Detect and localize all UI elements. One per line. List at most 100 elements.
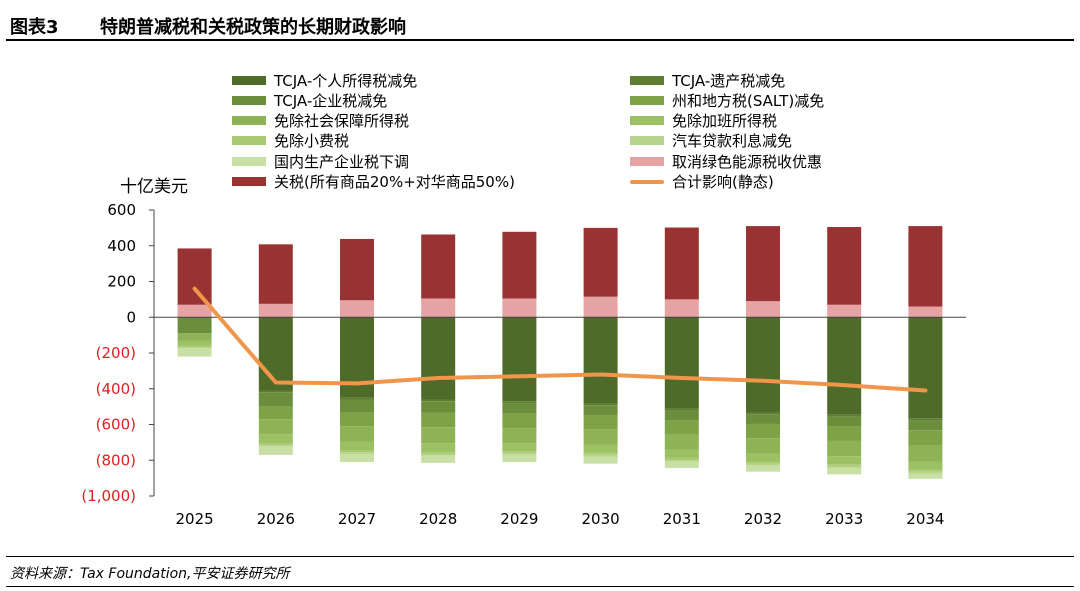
y-tick-label: 200 xyxy=(107,273,136,291)
bar-segment-2028-series-2 xyxy=(421,401,456,413)
bar-segment-2026-series-4 xyxy=(258,419,293,435)
bar-segment-2030-series-10 xyxy=(583,227,618,297)
bar-segment-2032-series-5 xyxy=(746,453,780,462)
bar-segment-2034-series-8 xyxy=(908,473,943,479)
bar-segment-2031-series-5 xyxy=(664,449,699,458)
bar-segment-2028-series-0 xyxy=(421,317,456,400)
legend-label: 国内生产企业税下调 xyxy=(274,152,410,171)
bar-segment-2033-series-8 xyxy=(827,468,862,475)
figure-number: 图表3 xyxy=(10,17,59,38)
legend-item: 州和地方税(SALT)减免 xyxy=(630,90,824,110)
figure-title: 特朗普减税和关税政策的长期财政影响 xyxy=(100,17,406,38)
x-tick-label-2031: 2031 xyxy=(663,510,701,528)
legend-item: TCJA-企业税减免 xyxy=(232,90,387,110)
legend-color-swatch xyxy=(232,156,266,166)
bar-segment-2033-series-2 xyxy=(827,416,862,427)
legend-color-swatch xyxy=(630,116,664,126)
legend-item: 免除社会保障所得税 xyxy=(232,111,409,131)
bar-segment-2034-series-2 xyxy=(908,420,943,431)
bar-segment-2031-series-3 xyxy=(664,420,699,435)
bar-segment-2032-series-8 xyxy=(746,465,780,472)
bar-segment-2027-series-5 xyxy=(340,441,374,451)
legend-label: 免除加班所得税 xyxy=(672,112,778,131)
bar-segment-2033-series-4 xyxy=(827,440,862,457)
bar-segment-2025-series-10 xyxy=(177,248,212,305)
bar-segment-2029-series-2 xyxy=(502,403,537,414)
bar-segment-2034-series-1 xyxy=(908,418,943,421)
bar-segment-2029-series-8 xyxy=(502,454,537,463)
legend-item: 免除小费税 xyxy=(232,131,349,151)
bar-segment-2032-series-1 xyxy=(746,411,780,415)
legend-item: TCJA-遗产税减免 xyxy=(630,70,785,90)
bar-segment-2028-series-7 xyxy=(421,453,456,456)
total-impact-line xyxy=(192,286,928,393)
bar-segment-2031-series-6 xyxy=(664,457,699,461)
bar-segment-2025-series-2 xyxy=(177,317,212,334)
footer-rule-top xyxy=(6,556,1074,557)
legend-label: TCJA-企业税减免 xyxy=(274,91,388,110)
legend-line-swatch xyxy=(630,179,664,184)
bar-segment-2030-series-5 xyxy=(583,444,618,453)
x-tick-label-2030: 2030 xyxy=(582,510,620,528)
legend-label: 合计影响(静态) xyxy=(672,173,774,191)
bar-segment-2033-series-3 xyxy=(827,426,862,441)
bar-segment-2032-series-3 xyxy=(746,423,780,439)
bar-segment-2029-series-10 xyxy=(502,231,537,299)
bar-segment-2034-series-6 xyxy=(908,469,943,472)
source-note: 资料来源：Tax Foundation,平安证券研究所 xyxy=(10,566,290,582)
bar-segment-2026-series-5 xyxy=(258,434,293,444)
bar-segment-2031-series-10 xyxy=(664,227,699,300)
bar-segment-2025-series-6 xyxy=(177,345,212,348)
bar-segment-2029-series-0 xyxy=(502,317,537,402)
bar-segment-2025-series-8 xyxy=(177,347,212,357)
bar-segment-2034-series-0 xyxy=(908,317,943,419)
bar-segment-2033-series-0 xyxy=(827,317,862,415)
bar-segment-2031-series-9 xyxy=(664,299,699,318)
bar-segment-2026-series-1 xyxy=(258,390,293,393)
legend-item: 取消绿色能源税收优惠 xyxy=(630,151,822,171)
bar-segment-2031-series-1 xyxy=(664,408,699,411)
bar-segment-2028-series-8 xyxy=(421,455,456,463)
bar-segment-2028-series-5 xyxy=(421,443,456,453)
y-tick-label: 400 xyxy=(107,237,136,255)
y-tick-label: (800) xyxy=(96,451,136,469)
figure-footer: 资料来源：Tax Foundation,平安证券研究所 xyxy=(0,553,1080,591)
y-axis-unit-label: 十亿美元 xyxy=(120,177,188,197)
bar-segment-2029-series-6 xyxy=(502,451,537,454)
bar-segment-2027-series-3 xyxy=(340,411,374,427)
legend-color-swatch xyxy=(232,75,266,85)
bar-segment-2034-series-10 xyxy=(908,226,943,307)
legend-item: 关税(所有商品20%+对华商品50%) xyxy=(232,172,515,192)
bar-segment-2032-series-2 xyxy=(746,414,780,424)
bar-segment-2026-series-8 xyxy=(258,446,293,455)
bar-segment-2033-series-5 xyxy=(827,456,862,465)
bar-segment-2026-series-10 xyxy=(258,244,293,304)
bar-segment-2031-series-0 xyxy=(664,317,699,409)
legend-item: 国内生产企业税下调 xyxy=(232,151,409,171)
bar-segment-2034-series-7 xyxy=(908,471,943,474)
bar-segment-2030-series-8 xyxy=(583,456,618,464)
footer-rule-bottom xyxy=(6,586,1074,587)
bar-segment-2034-series-3 xyxy=(908,430,943,446)
bar-segment-2033-series-7 xyxy=(827,466,862,469)
legend-color-swatch xyxy=(232,136,266,146)
bar-segment-2027-series-10 xyxy=(340,238,374,301)
legend-label: 免除社会保障所得税 xyxy=(274,112,410,131)
y-tick-label: 600 xyxy=(107,201,136,219)
legend-label: 汽车贷款利息减免 xyxy=(672,132,793,151)
bar-segment-2027-series-6 xyxy=(340,450,374,453)
bar-segment-2029-series-1 xyxy=(502,401,537,404)
legend-label: TCJA-个人所得税减免 xyxy=(274,71,418,90)
x-tick-label-2029: 2029 xyxy=(500,510,538,528)
bar-segment-2029-series-7 xyxy=(502,453,537,455)
x-tick-label-2034: 2034 xyxy=(906,510,944,528)
legend-label: 关税(所有商品20%+对华商品50%) xyxy=(274,173,515,191)
bar-segment-2027-series-1 xyxy=(340,397,374,400)
bar-segment-2026-series-2 xyxy=(258,392,293,407)
bar-segment-2030-series-0 xyxy=(583,317,618,404)
bar-segment-2026-series-6 xyxy=(258,443,293,446)
bar-segment-2030-series-1 xyxy=(583,403,618,406)
legend-color-swatch xyxy=(630,75,664,85)
bar-segment-2026-series-0 xyxy=(258,317,293,391)
